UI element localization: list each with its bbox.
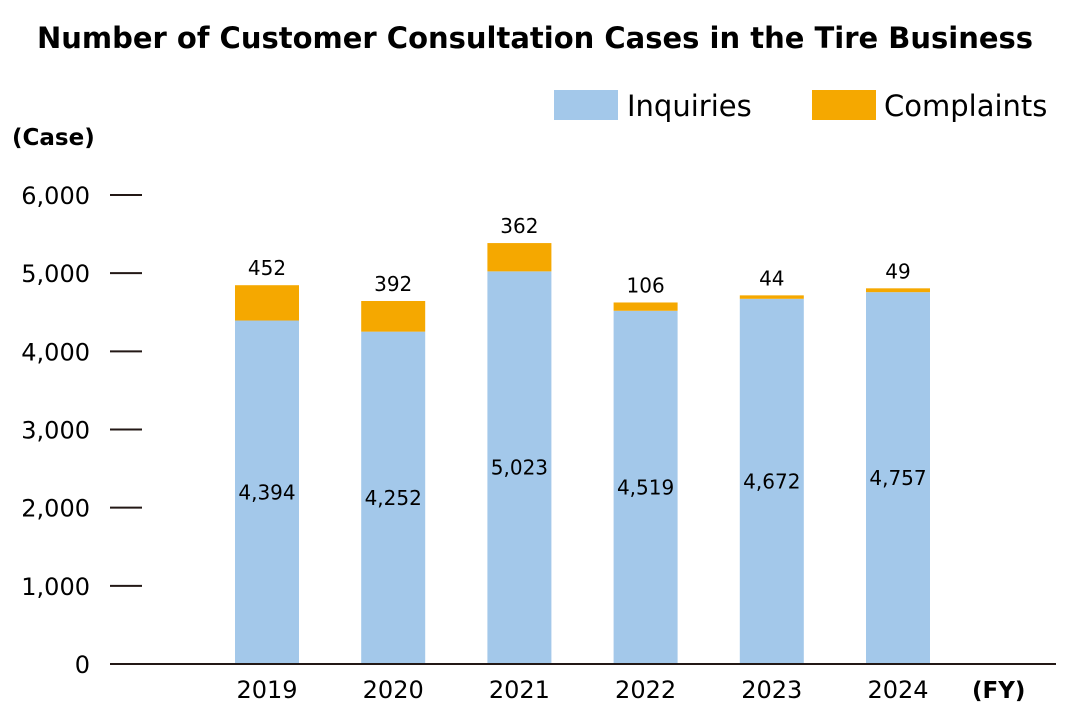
bar-inquiries [361,331,426,664]
y-tick-label: 0 [75,651,90,679]
data-label-inquiries: 4,672 [743,469,800,493]
x-tick-label: 2022 [615,676,676,704]
y-axis: 0 1,000 2,000 3,000 4,000 5,000 6,000 [21,182,142,679]
data-label-inquiries: 4,519 [617,475,674,499]
y-tick-label: 2,000 [21,495,90,523]
data-label-complaints: 44 [759,266,784,290]
bar-inquiries [613,310,678,664]
x-tick-label: 2024 [867,676,928,704]
bar-inquiries [866,292,930,664]
y-tick-label: 3,000 [21,417,90,445]
x-tick-label: 2021 [489,676,550,704]
bar-complaints [613,302,678,311]
y-axis-unit-label: (Case) [12,125,95,151]
x-tick-label: 2019 [236,676,297,704]
x-axis-unit-label: (FY) [972,678,1025,704]
bar-complaints [487,243,552,272]
data-label-inquiries: 4,757 [869,466,926,490]
bar-inquiries [487,271,552,664]
x-axis: 2019 2020 2021 2022 2023 2024 [236,676,928,704]
data-label-inquiries: 4,394 [238,480,295,504]
data-label-complaints: 49 [885,259,910,283]
bars: 4,394 452 4,252 392 5,023 362 4,519 106 4,672 44 4… [235,214,930,664]
legend-label-complaints: Complaints [884,89,1047,123]
bar-inquiries [739,298,804,664]
legend-swatch-complaints [812,90,876,120]
bar-complaints [361,300,426,332]
chart-title: Number of Customer Consultation Cases in… [37,21,1033,55]
x-tick-label: 2023 [741,676,802,704]
data-label-complaints: 392 [374,272,412,296]
bar-complaints [739,295,804,299]
bar-inquiries [235,320,299,664]
y-tick-label: 6,000 [21,182,90,210]
legend-label-inquiries: Inquiries [627,89,752,123]
data-label-inquiries: 4,252 [365,486,422,510]
data-label-complaints: 452 [248,256,286,280]
data-label-inquiries: 5,023 [491,456,548,480]
y-tick-label: 1,000 [21,573,90,601]
bar-complaints [235,285,299,321]
legend-swatch-inquiries [554,90,618,120]
legend: Inquiries Complaints [554,89,1047,123]
bar-complaints [866,288,930,293]
x-tick-label: 2020 [363,676,424,704]
data-label-complaints: 362 [500,214,538,238]
data-label-complaints: 106 [627,273,665,297]
y-tick-label: 5,000 [21,260,90,288]
y-tick-label: 4,000 [21,338,90,366]
